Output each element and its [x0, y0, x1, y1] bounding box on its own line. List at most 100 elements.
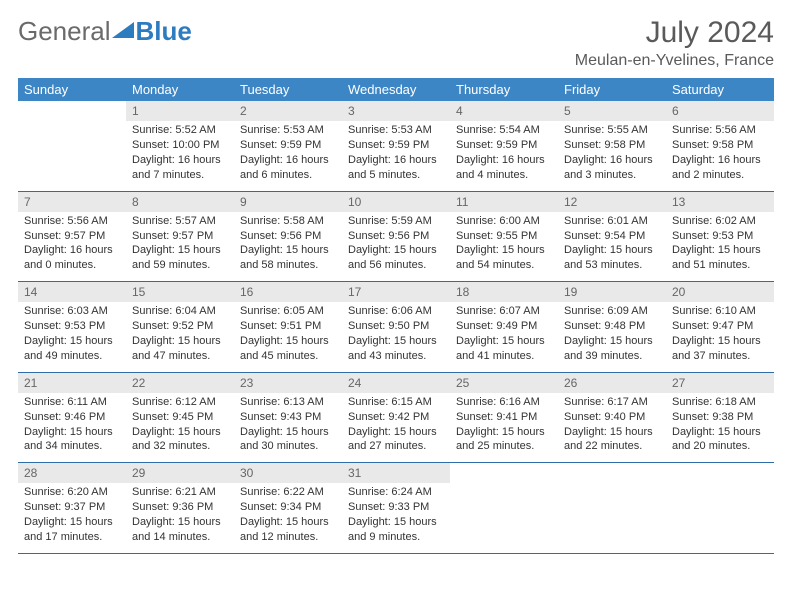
sunrise-text: Sunrise: 5:56 AM [24, 214, 120, 229]
sunset-text: Sunset: 9:59 PM [240, 138, 336, 153]
daylight-line2: and 5 minutes. [348, 168, 444, 183]
day-number: 7 [18, 192, 126, 212]
sunset-text: Sunset: 10:00 PM [132, 138, 228, 153]
day-number: 13 [666, 192, 774, 212]
day-body: Sunrise: 6:15 AMSunset: 9:42 PMDaylight:… [342, 393, 450, 462]
calendar-day-cell [666, 463, 774, 554]
sunset-text: Sunset: 9:47 PM [672, 319, 768, 334]
calendar-week-row: 7Sunrise: 5:56 AMSunset: 9:57 PMDaylight… [18, 191, 774, 282]
sunset-text: Sunset: 9:58 PM [564, 138, 660, 153]
daylight-line2: and 58 minutes. [240, 258, 336, 273]
daylight-line1: Daylight: 15 hours [456, 243, 552, 258]
sunset-text: Sunset: 9:56 PM [240, 229, 336, 244]
sunrise-text: Sunrise: 6:20 AM [24, 485, 120, 500]
sunrise-text: Sunrise: 5:55 AM [564, 123, 660, 138]
day-number: 23 [234, 373, 342, 393]
daylight-line1: Daylight: 16 hours [132, 153, 228, 168]
day-body: Sunrise: 6:01 AMSunset: 9:54 PMDaylight:… [558, 212, 666, 281]
daylight-line1: Daylight: 15 hours [132, 243, 228, 258]
calendar-day-cell: 11Sunrise: 6:00 AMSunset: 9:55 PMDayligh… [450, 191, 558, 282]
daylight-line1: Daylight: 15 hours [456, 334, 552, 349]
calendar-day-cell [450, 463, 558, 554]
daylight-line2: and 14 minutes. [132, 530, 228, 545]
day-body: Sunrise: 6:24 AMSunset: 9:33 PMDaylight:… [342, 483, 450, 552]
day-number: 1 [126, 101, 234, 121]
daylight-line1: Daylight: 15 hours [456, 425, 552, 440]
calendar-day-cell [18, 101, 126, 191]
day-body: Sunrise: 6:09 AMSunset: 9:48 PMDaylight:… [558, 302, 666, 371]
day-body: Sunrise: 6:11 AMSunset: 9:46 PMDaylight:… [18, 393, 126, 462]
sunset-text: Sunset: 9:45 PM [132, 410, 228, 425]
sunrise-text: Sunrise: 6:03 AM [24, 304, 120, 319]
calendar-day-cell: 7Sunrise: 5:56 AMSunset: 9:57 PMDaylight… [18, 191, 126, 282]
calendar-day-cell: 22Sunrise: 6:12 AMSunset: 9:45 PMDayligh… [126, 372, 234, 463]
day-number: 31 [342, 463, 450, 483]
daylight-line1: Daylight: 15 hours [348, 425, 444, 440]
sunrise-text: Sunrise: 6:05 AM [240, 304, 336, 319]
daylight-line2: and 32 minutes. [132, 439, 228, 454]
day-body: Sunrise: 5:55 AMSunset: 9:58 PMDaylight:… [558, 121, 666, 190]
day-number: 24 [342, 373, 450, 393]
daylight-line2: and 6 minutes. [240, 168, 336, 183]
calendar-week-row: 28Sunrise: 6:20 AMSunset: 9:37 PMDayligh… [18, 463, 774, 554]
sunset-text: Sunset: 9:38 PM [672, 410, 768, 425]
sunset-text: Sunset: 9:52 PM [132, 319, 228, 334]
sunset-text: Sunset: 9:34 PM [240, 500, 336, 515]
daylight-line2: and 45 minutes. [240, 349, 336, 364]
weekday-header: Monday [126, 78, 234, 101]
daylight-line2: and 49 minutes. [24, 349, 120, 364]
daylight-line1: Daylight: 15 hours [672, 243, 768, 258]
sunrise-text: Sunrise: 6:11 AM [24, 395, 120, 410]
day-body: Sunrise: 6:05 AMSunset: 9:51 PMDaylight:… [234, 302, 342, 371]
day-number: 3 [342, 101, 450, 121]
daylight-line2: and 4 minutes. [456, 168, 552, 183]
day-number: 10 [342, 192, 450, 212]
day-body: Sunrise: 5:59 AMSunset: 9:56 PMDaylight:… [342, 212, 450, 281]
calendar-day-cell: 19Sunrise: 6:09 AMSunset: 9:48 PMDayligh… [558, 282, 666, 373]
sunset-text: Sunset: 9:57 PM [132, 229, 228, 244]
sunrise-text: Sunrise: 6:07 AM [456, 304, 552, 319]
day-number: 30 [234, 463, 342, 483]
calendar-day-cell: 31Sunrise: 6:24 AMSunset: 9:33 PMDayligh… [342, 463, 450, 554]
sunrise-text: Sunrise: 6:12 AM [132, 395, 228, 410]
daylight-line1: Daylight: 16 hours [672, 153, 768, 168]
daylight-line1: Daylight: 15 hours [240, 425, 336, 440]
daylight-line1: Daylight: 16 hours [564, 153, 660, 168]
daylight-line2: and 2 minutes. [672, 168, 768, 183]
day-number: 28 [18, 463, 126, 483]
calendar-day-cell: 21Sunrise: 6:11 AMSunset: 9:46 PMDayligh… [18, 372, 126, 463]
day-body: Sunrise: 6:03 AMSunset: 9:53 PMDaylight:… [18, 302, 126, 371]
day-number: 18 [450, 282, 558, 302]
day-body: Sunrise: 6:16 AMSunset: 9:41 PMDaylight:… [450, 393, 558, 462]
daylight-line1: Daylight: 16 hours [240, 153, 336, 168]
daylight-line1: Daylight: 15 hours [564, 243, 660, 258]
daylight-line2: and 59 minutes. [132, 258, 228, 273]
sunset-text: Sunset: 9:58 PM [672, 138, 768, 153]
location-text: Meulan-en-Yvelines, France [575, 52, 774, 70]
daylight-line1: Daylight: 15 hours [564, 425, 660, 440]
daylight-line1: Daylight: 15 hours [348, 515, 444, 530]
daylight-line1: Daylight: 15 hours [24, 334, 120, 349]
daylight-line2: and 12 minutes. [240, 530, 336, 545]
sunrise-text: Sunrise: 6:22 AM [240, 485, 336, 500]
calendar-day-cell: 14Sunrise: 6:03 AMSunset: 9:53 PMDayligh… [18, 282, 126, 373]
title-block: July 2024 Meulan-en-Yvelines, France [575, 16, 774, 70]
daylight-line1: Daylight: 15 hours [24, 515, 120, 530]
daylight-line1: Daylight: 15 hours [132, 515, 228, 530]
day-number: 21 [18, 373, 126, 393]
daylight-line1: Daylight: 15 hours [672, 334, 768, 349]
sunrise-text: Sunrise: 6:10 AM [672, 304, 768, 319]
daylight-line2: and 51 minutes. [672, 258, 768, 273]
day-body: Sunrise: 6:17 AMSunset: 9:40 PMDaylight:… [558, 393, 666, 462]
daylight-line2: and 0 minutes. [24, 258, 120, 273]
daylight-line1: Daylight: 15 hours [348, 334, 444, 349]
sunrise-text: Sunrise: 6:04 AM [132, 304, 228, 319]
daylight-line2: and 47 minutes. [132, 349, 228, 364]
sunrise-text: Sunrise: 5:53 AM [348, 123, 444, 138]
daylight-line1: Daylight: 16 hours [456, 153, 552, 168]
calendar-day-cell: 28Sunrise: 6:20 AMSunset: 9:37 PMDayligh… [18, 463, 126, 554]
day-number: 19 [558, 282, 666, 302]
calendar-day-cell: 30Sunrise: 6:22 AMSunset: 9:34 PMDayligh… [234, 463, 342, 554]
weekday-header: Wednesday [342, 78, 450, 101]
daylight-line2: and 30 minutes. [240, 439, 336, 454]
